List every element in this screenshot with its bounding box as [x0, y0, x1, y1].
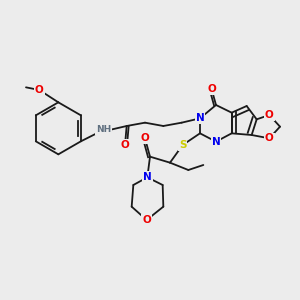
Text: NH: NH — [96, 125, 111, 134]
Text: S: S — [179, 140, 186, 150]
Text: O: O — [207, 84, 216, 94]
Text: O: O — [265, 110, 274, 120]
Text: N: N — [196, 113, 204, 123]
Text: O: O — [35, 85, 44, 95]
Text: N: N — [143, 172, 152, 182]
Text: O: O — [121, 140, 129, 150]
Text: O: O — [265, 133, 274, 143]
Text: O: O — [141, 133, 149, 143]
Text: N: N — [196, 113, 204, 123]
Text: O: O — [142, 215, 151, 225]
Text: N: N — [212, 137, 220, 147]
